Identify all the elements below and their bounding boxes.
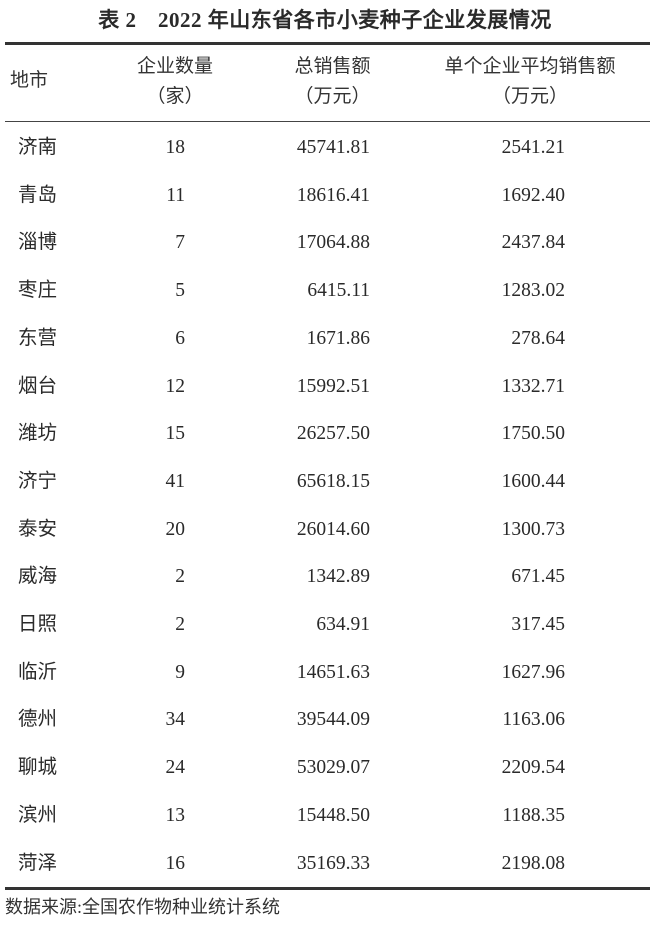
cell-count: 2 (175, 614, 185, 635)
table-row: 济宁 41 65618.15 1600.44 (0, 458, 650, 506)
table-title: 表 2 2022 年山东省各市小麦种子企业发展情况 (98, 8, 552, 32)
cell-avg: 1692.40 (501, 184, 565, 206)
cell-total: 1342.89 (306, 566, 370, 588)
table-row: 聊城 24 53029.07 2209.54 (0, 744, 650, 792)
cell-avg: 1750.50 (501, 423, 565, 445)
cell-avg: 1300.73 (501, 518, 565, 540)
cell-avg: 1188.35 (502, 804, 565, 826)
table-row: 济南 18 45741.81 2541.21 (0, 124, 650, 172)
bottom-rule (5, 887, 650, 890)
cell-count: 12 (165, 375, 186, 397)
cell-city: 青岛 (18, 184, 58, 206)
table-row: 菏泽 16 35169.33 2198.08 (0, 840, 650, 888)
cell-count: 9 (175, 661, 185, 683)
cell-total: 634.91 (316, 614, 370, 635)
cell-avg: 1163.06 (502, 709, 565, 731)
table-row: 滨州 13 15448.50 1188.35 (0, 792, 650, 840)
cell-city: 济宁 (18, 470, 58, 492)
cell-city: 聊城 (18, 757, 58, 779)
header-avg: 单个企业平均销售额 （万元） (420, 52, 640, 112)
table-row: 德州 34 39544.09 1163.06 (0, 696, 650, 744)
cell-total: 17064.88 (296, 232, 370, 254)
cell-city: 潍坊 (18, 423, 58, 445)
cell-total: 1671.86 (306, 327, 370, 349)
cell-count: 16 (165, 852, 186, 874)
cell-avg: 2437.84 (501, 232, 565, 254)
cell-count: 7 (175, 232, 185, 254)
cell-count: 15 (165, 423, 186, 445)
header-total-unit: （万元） (294, 86, 371, 107)
header-avg-unit: （万元） (491, 86, 568, 107)
header-count: 企业数量 （家） (115, 52, 235, 112)
cell-count: 18 (165, 137, 186, 158)
cell-avg: 1627.96 (501, 661, 565, 683)
cell-avg: 1283.02 (501, 280, 565, 302)
cell-city: 枣庄 (18, 280, 58, 302)
cell-city: 东营 (18, 327, 58, 349)
cell-count: 24 (165, 757, 186, 779)
cell-city: 泰安 (18, 518, 58, 540)
cell-city: 日照 (18, 614, 58, 635)
table-row: 淄博 7 17064.88 2437.84 (0, 219, 650, 267)
cell-avg: 2209.54 (501, 757, 565, 779)
cell-city: 烟台 (18, 375, 58, 397)
cell-city: 菏泽 (18, 852, 58, 874)
cell-avg: 317.45 (511, 614, 565, 635)
data-source-note: 数据来源:全国农作物种业统计系统 (5, 897, 280, 917)
top-rule (5, 42, 650, 45)
cell-total: 35169.33 (296, 852, 370, 874)
cell-count: 5 (175, 280, 185, 302)
table-row: 枣庄 5 6415.11 1283.02 (0, 267, 650, 315)
cell-count: 20 (165, 518, 186, 540)
table-row: 烟台 12 15992.51 1332.71 (0, 363, 650, 411)
table-row: 临沂 9 14651.63 1627.96 (0, 649, 650, 697)
cell-city: 威海 (18, 566, 58, 588)
header-count-unit: （家） (146, 86, 204, 107)
cell-city: 临沂 (18, 661, 58, 683)
cell-total: 15992.51 (296, 375, 370, 397)
cell-total: 26014.60 (296, 518, 370, 540)
cell-count: 6 (175, 327, 185, 349)
cell-city: 淄博 (18, 232, 58, 254)
cell-avg: 2541.21 (501, 137, 565, 158)
cell-city: 济南 (18, 137, 58, 158)
header-city: 地市 (10, 70, 49, 91)
cell-avg: 671.45 (511, 566, 565, 588)
cell-total: 15448.50 (296, 804, 370, 826)
cell-count: 13 (165, 804, 186, 826)
header-total: 总销售额 （万元） (270, 52, 395, 112)
table-row: 威海 2 1342.89 671.45 (0, 553, 650, 601)
cell-count: 34 (165, 709, 186, 731)
cell-total: 14651.63 (296, 661, 370, 683)
cell-avg: 1600.44 (501, 470, 565, 492)
header-total-label: 总销售额 (294, 56, 371, 77)
table-row: 泰安 20 26014.60 1300.73 (0, 506, 650, 554)
cell-total: 65618.15 (296, 470, 370, 492)
cell-avg: 278.64 (511, 327, 565, 349)
header-count-label: 企业数量 (136, 56, 213, 77)
table-row: 日照 2 634.91 317.45 (0, 601, 650, 649)
table-row: 东营 6 1671.86 278.64 (0, 315, 650, 363)
cell-total: 53029.07 (296, 757, 370, 779)
cell-avg: 2198.08 (501, 852, 565, 874)
cell-avg: 1332.71 (501, 375, 565, 397)
cell-count: 11 (166, 184, 185, 206)
table-row: 青岛 11 18616.41 1692.40 (0, 172, 650, 220)
cell-total: 6415.11 (307, 280, 370, 302)
header-avg-label: 单个企业平均销售额 (444, 56, 616, 77)
cell-count: 41 (165, 470, 186, 492)
cell-total: 18616.41 (296, 184, 370, 206)
cell-total: 26257.50 (296, 423, 370, 445)
table-row: 潍坊 15 26257.50 1750.50 (0, 410, 650, 458)
cell-total: 45741.81 (296, 137, 370, 158)
header-rule (5, 121, 650, 122)
cell-city: 滨州 (18, 804, 58, 826)
cell-city: 德州 (18, 709, 58, 731)
cell-total: 39544.09 (296, 709, 370, 731)
cell-count: 2 (175, 566, 185, 588)
